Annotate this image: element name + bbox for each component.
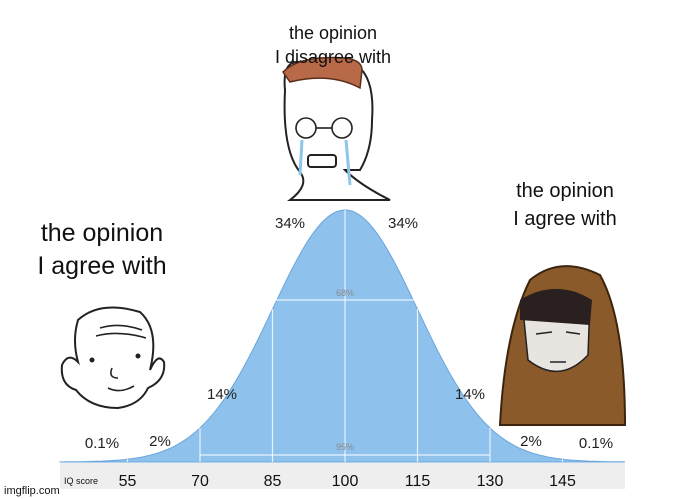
- bell-curve: [59, 209, 626, 463]
- crying-character: [282, 56, 391, 201]
- band-label: 0.1%: [579, 435, 613, 452]
- curve-area: [59, 209, 626, 463]
- caption-line: I agree with: [37, 252, 166, 280]
- band-label: 14%: [455, 386, 485, 403]
- tick-label: 55: [119, 473, 137, 490]
- band-label: 2%: [520, 433, 542, 450]
- tick-label: 145: [549, 473, 576, 490]
- hooded-character: [498, 265, 627, 426]
- tick-label: 85: [264, 473, 282, 490]
- range-label: 95%: [336, 442, 354, 452]
- caption-line: I agree with: [513, 208, 616, 230]
- band-label: 0.1%: [85, 435, 119, 452]
- caption-line: I disagree with: [275, 47, 391, 67]
- tick-label: 100: [332, 473, 359, 490]
- caption-line: the opinion: [289, 23, 377, 43]
- band-label: 2%: [149, 433, 171, 450]
- range-label: 68%: [336, 288, 354, 298]
- tick-label: 70: [191, 473, 209, 490]
- band-label: 34%: [388, 215, 418, 232]
- caption-line: the opinion: [41, 219, 163, 247]
- band-label: 14%: [207, 386, 237, 403]
- axis-title: IQ score: [64, 476, 98, 486]
- watermark: imgflip.com: [4, 485, 60, 497]
- caption-line: the opinion: [516, 180, 614, 202]
- tick-label: 130: [477, 473, 504, 490]
- band-label: 34%: [275, 215, 305, 232]
- axis-band: [60, 463, 625, 489]
- simple-character: [60, 306, 166, 410]
- tick-labels: 55 70 85 100 115 130 145: [119, 473, 576, 490]
- tick-label: 115: [405, 473, 431, 490]
